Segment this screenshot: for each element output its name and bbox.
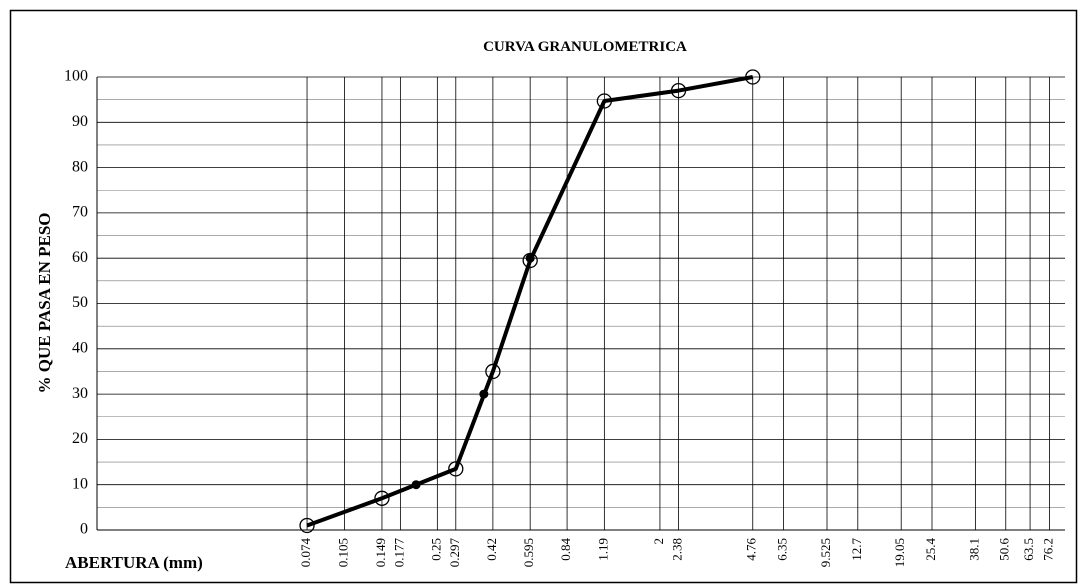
data-point [745,69,761,85]
x-tick-label: 25.4 [923,538,938,561]
frame [9,9,1078,584]
data-point [596,93,613,109]
x-tick-label: 6.35 [775,538,790,561]
x-tick-label: 63.5 [1021,538,1036,561]
x-tick-label: 12.7 [849,538,864,561]
y-tick-label: 10 [72,475,88,492]
data-dot [411,480,421,490]
x-tick-label: 50.6 [997,538,1012,561]
data-point [485,363,501,380]
y-tick-label: 40 [72,339,88,356]
y-tick-label: 20 [72,430,88,447]
y-tick-label: 30 [72,385,88,402]
chart-title: CURVA GRANULOMETRICA [483,39,687,55]
y-tick-label: 100 [64,68,88,85]
y-tick-label: 60 [72,249,88,266]
data-dot [479,389,489,399]
y-tick-label: 80 [72,158,88,175]
data-dot [525,253,535,263]
data-point [374,490,390,506]
x-axis-title: ABERTURA (mm) [65,553,203,572]
x-tick-label: 76.2 [1041,538,1056,561]
data-point [522,252,538,269]
x-tick-label: 19.05 [892,538,907,567]
x-tick-label: 0.149 [373,538,388,567]
x-tick-label: 0.297 [447,538,462,568]
x-tick-label: 2.38 [670,538,685,561]
x-tick-label: 0.177 [391,538,406,568]
x-tick-label: 0.105 [335,538,350,567]
data-point [299,517,315,534]
x-tick-label: 9.525 [818,538,833,567]
x-tick-label: 1.19 [595,538,610,561]
x-tick-label: 0.84 [558,538,573,561]
y-tick-label: 50 [72,294,88,311]
x-tick-label: 2 [651,538,666,545]
y-tick-label: 90 [72,113,88,130]
x-tick-label: 38.1 [966,538,981,561]
x-tick-label: 0.25 [428,538,443,561]
x-tick-label: 0.42 [484,538,499,561]
data-point [448,461,464,477]
y-axis-title: % QUE PASA EN PESO [35,212,54,393]
x-tick-label: 4.76 [744,538,759,561]
y-tick-label: 0 [80,521,88,538]
y-tick-label: 70 [72,204,88,221]
x-tick-label: 0.595 [521,538,536,567]
data-point [670,82,687,99]
x-tick-label: 0.074 [298,538,313,568]
data-line [306,75,754,528]
